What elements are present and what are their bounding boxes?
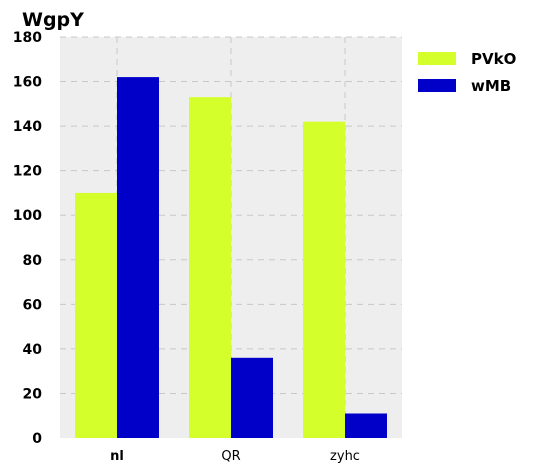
y-axis-ticks: 0 20 40 60 80 100 120 140 160 180 (13, 30, 42, 447)
bar-wMB-zyhc (345, 413, 387, 438)
y-tick-label: 0 (32, 431, 42, 447)
legend-label: wMB (471, 77, 511, 95)
bar-PVkO-QR (189, 97, 231, 439)
y-tick-label: 180 (13, 30, 42, 46)
chart-title: WgpY (22, 9, 84, 31)
bar-PVkO-nl (75, 192, 117, 438)
x-tick-label: zyhc (330, 449, 360, 464)
legend-swatch (418, 52, 456, 65)
bars (75, 77, 387, 439)
y-tick-label: 60 (23, 297, 43, 313)
legend-swatch (418, 79, 456, 92)
x-tick-label: nl (110, 449, 124, 464)
y-tick-label: 100 (13, 208, 42, 224)
bar-PVkO-zyhc (303, 121, 345, 439)
y-tick-label: 40 (23, 342, 43, 358)
y-tick-label: 20 (23, 386, 43, 402)
legend-label: PVkO (471, 50, 516, 68)
x-tick-label: QR (221, 449, 240, 464)
x-axis-ticks: nl QR zyhc (110, 449, 360, 464)
bar-wMB-nl (117, 77, 159, 438)
y-tick-label: 140 (13, 119, 42, 135)
y-tick-label: 160 (13, 75, 42, 91)
y-tick-label: 80 (23, 253, 43, 269)
bar-wMB-QR (231, 357, 273, 438)
legend: PVkO wMB (418, 50, 516, 95)
y-tick-label: 120 (13, 164, 42, 180)
